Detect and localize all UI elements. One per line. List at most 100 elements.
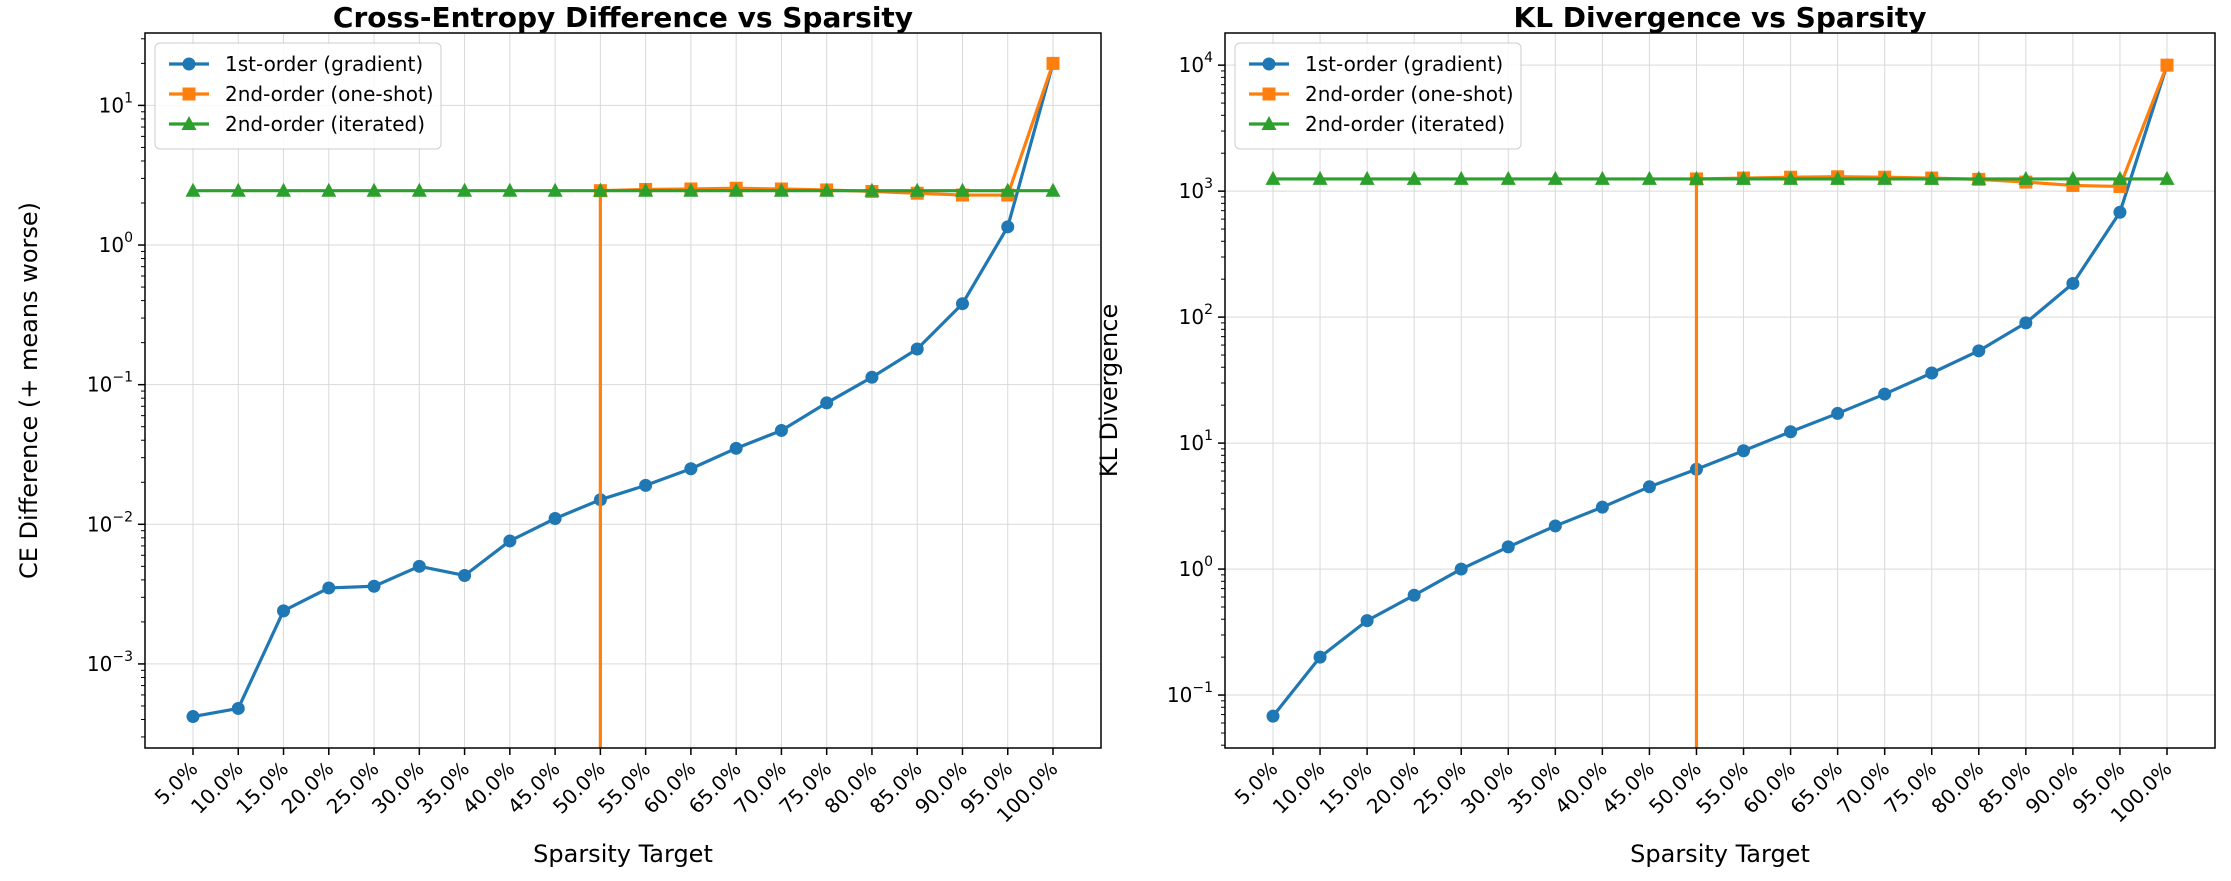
data-point: [1877, 170, 1893, 185]
legend-label: 2nd-order (iterated): [1305, 112, 1505, 136]
data-point: [1360, 614, 1374, 628]
x-tick-label: 25.0%: [1409, 757, 1471, 819]
data-point: [592, 182, 608, 197]
data-point: [277, 604, 291, 618]
data-point: [1266, 709, 1280, 723]
data-point: [1783, 170, 1799, 185]
y-tick-label: 101: [1179, 428, 1213, 455]
data-point: [684, 462, 698, 476]
data-point: [185, 182, 201, 197]
data-point: [1501, 540, 1515, 554]
legend-label: 2nd-order (one-shot): [1305, 82, 1514, 106]
chart-panel-1: 10−310−210−11001015.0%10.0%15.0%20.0%25.…: [15, 1, 1102, 868]
data-point: [1548, 519, 1562, 533]
data-point: [1642, 480, 1656, 494]
x-tick-label: 45.0%: [1597, 757, 1659, 819]
data-point: [1737, 444, 1751, 458]
y-tick-label: 10−1: [1167, 680, 1213, 707]
legend-box: [1234, 42, 1522, 150]
data-point: [1736, 170, 1752, 185]
data-point: [1001, 220, 1015, 234]
data-point: [231, 701, 245, 715]
data-point: [728, 182, 744, 197]
data-point: [457, 182, 473, 197]
data-point: [1265, 170, 1281, 185]
data-point: [1000, 182, 1016, 197]
data-point: [411, 182, 427, 197]
data-point: [2065, 170, 2081, 185]
data-point: [819, 182, 835, 197]
series-first_order: [1266, 58, 2174, 723]
x-tick-label: 90.0%: [2021, 757, 2083, 819]
legend-marker: [182, 87, 196, 101]
chart-panel-2: 10−11001011021031045.0%10.0%15.0%20.0%25…: [1095, 1, 2216, 868]
data-point: [1407, 588, 1421, 602]
y-tick-label: 10−2: [87, 509, 133, 536]
legend-marker: [1261, 116, 1277, 130]
data-point: [1500, 170, 1516, 185]
data-point: [502, 182, 518, 197]
x-tick-label: 50.0%: [1644, 757, 1706, 819]
data-point: [683, 182, 699, 197]
data-point: [1830, 170, 1846, 185]
x-tick-label: 55.0%: [1691, 757, 1753, 819]
series-second_iterated: [1265, 170, 2175, 185]
y-axis-label: CE Difference (+ means worse): [15, 202, 43, 579]
data-point: [321, 182, 337, 197]
y-tick-label: 102: [1179, 302, 1213, 329]
y-tick-label: 100: [1179, 554, 1213, 581]
legend-label: 1st-order (gradient): [225, 52, 423, 76]
data-point: [1831, 406, 1845, 420]
data-point: [547, 182, 563, 197]
data-point: [2019, 316, 2033, 330]
x-tick-label: 60.0%: [1738, 757, 1800, 819]
legend: 1st-order (gradient) 2nd-order (one-shot)…: [1234, 42, 1522, 150]
x-tick-label: 80.0%: [1926, 757, 1988, 819]
x-tick-label: 35.0%: [1503, 757, 1565, 819]
x-tick-label: 10.0%: [1268, 757, 1330, 819]
plot-frame: [1224, 32, 2216, 749]
data-point: [1045, 182, 1061, 197]
y-tick-label: 104: [1179, 50, 1213, 77]
data-point: [1925, 366, 1939, 380]
series-line: [192, 62, 1055, 719]
x-axis-label: Sparsity Target: [533, 840, 713, 868]
x-tick-label: 15.0%: [1315, 757, 1377, 819]
data-point: [186, 710, 200, 724]
data-point: [2159, 170, 2175, 185]
series-first_order: [186, 56, 1060, 724]
x-tick-label: 70.0%: [1832, 757, 1894, 819]
data-point: [230, 182, 246, 197]
data-point: [1688, 170, 1704, 185]
legend-box: [154, 42, 442, 150]
data-point: [1312, 170, 1328, 185]
data-point: [638, 182, 654, 197]
legend: 1st-order (gradient) 2nd-order (one-shot)…: [154, 42, 442, 150]
legend-label: 1st-order (gradient): [1305, 52, 1503, 76]
data-point: [2112, 170, 2128, 185]
legend-label: 2nd-order (one-shot): [225, 82, 434, 106]
data-point: [503, 534, 517, 548]
data-point: [366, 182, 382, 197]
plot-frame: [144, 32, 1102, 749]
x-tick-label: 85.0%: [1973, 757, 2035, 819]
data-point: [2113, 205, 2127, 219]
series-second_iterated: [185, 182, 1061, 197]
y-tick-label: 100: [99, 230, 133, 257]
data-point: [1046, 56, 1060, 70]
data-point: [1454, 562, 1468, 576]
data-point: [2160, 58, 2174, 72]
x-tick-label: 40.0%: [1550, 757, 1612, 819]
chart-title: KL Divergence vs Sparsity: [1514, 1, 1927, 34]
data-point: [548, 512, 562, 526]
data-point: [774, 423, 788, 437]
data-point: [458, 568, 472, 582]
data-point: [1453, 170, 1469, 185]
legend-marker: [1262, 87, 1276, 101]
x-tick-label: 20.0%: [1362, 757, 1424, 819]
data-point: [1972, 344, 1986, 358]
data-point: [2018, 170, 2034, 185]
legend-label: 2nd-order (iterated): [225, 112, 425, 136]
data-point: [1641, 170, 1657, 185]
y-tick-label: 101: [99, 90, 133, 117]
